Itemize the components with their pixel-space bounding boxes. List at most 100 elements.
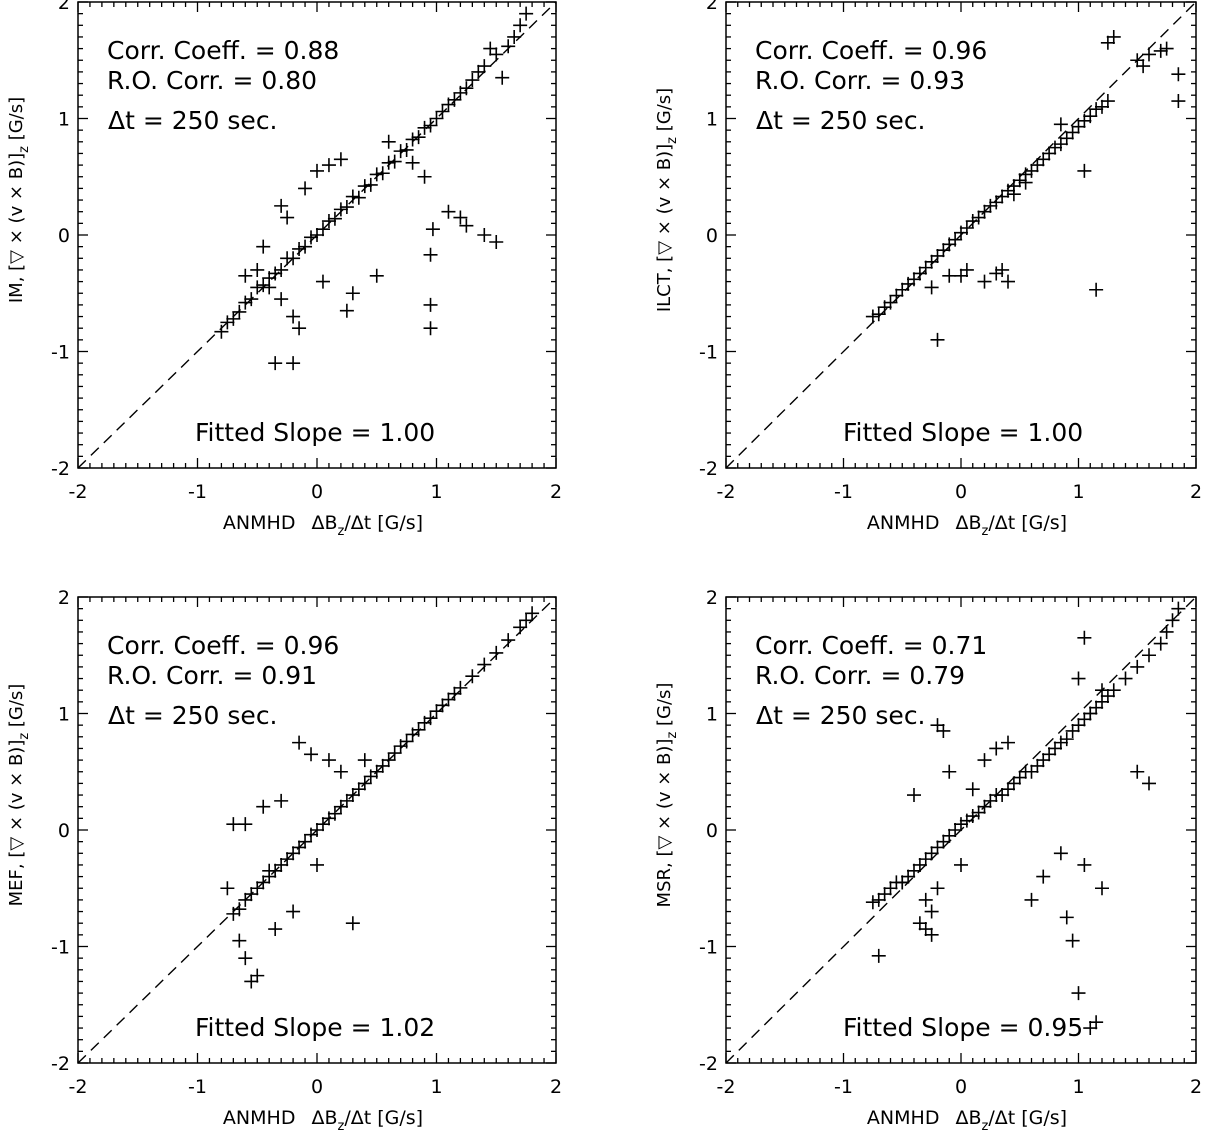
data-point [351, 782, 366, 797]
data-point [286, 309, 301, 324]
data-point [327, 211, 342, 226]
data-point [220, 881, 235, 896]
data-point [274, 793, 289, 808]
y-tick-label: -2 [51, 1053, 70, 1075]
data-point [280, 210, 295, 225]
data-point [369, 268, 384, 283]
data-point [1089, 282, 1104, 297]
data-point [286, 251, 301, 266]
x-tick-label: 2 [1190, 481, 1202, 503]
data-point [1059, 131, 1074, 146]
y-tick-label: 1 [706, 109, 718, 131]
data-point [995, 189, 1010, 204]
data-point [471, 64, 486, 79]
data-point [1018, 175, 1033, 190]
y-tick-label: 1 [58, 109, 70, 131]
data-point [977, 274, 992, 289]
y-tick-label: 0 [706, 225, 718, 247]
data-point [321, 158, 336, 173]
data-point [310, 228, 324, 242]
data-point [965, 809, 980, 824]
data-point [971, 805, 986, 820]
ro-corr-label: R.O. Corr. = 0.91 [107, 661, 317, 690]
data-point [1071, 119, 1086, 134]
x-tick-label: 1 [1072, 1076, 1084, 1098]
x-tick-label: -1 [188, 481, 207, 503]
data-point [1006, 187, 1021, 202]
data-point [912, 916, 927, 931]
data-point [286, 846, 301, 861]
x-tick-label: -2 [717, 481, 736, 503]
data-point [321, 753, 336, 768]
panel-msr: -2 -1 0 1 2 -2 -1 0 1 2 Corr. Coeff. = 0.71R.O. Co… [654, 587, 1202, 1130]
data-point [339, 303, 354, 318]
data-point [465, 73, 480, 88]
data-point [1024, 163, 1039, 178]
data-point [1077, 163, 1092, 178]
x-tick-label: -2 [69, 1076, 88, 1098]
data-point [435, 104, 450, 119]
data-point [930, 718, 945, 733]
y-tick-label: 2 [58, 0, 70, 14]
data-point [977, 204, 992, 219]
data-point [351, 190, 366, 205]
fitted-slope-label: Fitted Slope = 0.95 [843, 1013, 1083, 1042]
data-point [274, 857, 289, 872]
data-point [310, 163, 324, 178]
data-point [292, 321, 307, 336]
data-point [977, 753, 992, 768]
data-point [238, 951, 253, 966]
data-point [381, 155, 396, 170]
data-point [942, 268, 957, 283]
x-tick-label: -1 [834, 1076, 853, 1098]
y-tick-label: 1 [58, 704, 70, 726]
data-point [339, 793, 354, 808]
data-point [304, 230, 319, 245]
corr-coeff-label: Corr. Coeff. = 0.71 [755, 631, 987, 660]
data-point [930, 840, 945, 855]
data-point [1071, 986, 1086, 1001]
data-point [1036, 753, 1051, 768]
x-tick-label: 2 [550, 481, 562, 503]
data-point [871, 307, 886, 322]
data-point [345, 788, 360, 803]
x-axis-label: ANMHD ΔBz/Δt [G/s] [223, 1107, 423, 1130]
data-point [1142, 47, 1156, 62]
data-point [1118, 671, 1133, 686]
data-point [256, 875, 271, 890]
scatter-points [865, 29, 1186, 347]
scatter-points [214, 6, 534, 371]
data-point [441, 692, 456, 707]
y-tick-label: 1 [706, 704, 718, 726]
data-point [447, 92, 462, 107]
data-point [399, 142, 414, 157]
data-point [262, 863, 277, 878]
data-point [936, 243, 951, 258]
data-point [1153, 636, 1168, 651]
data-point [232, 902, 247, 917]
axis-ticks [77, 1, 557, 469]
data-point [1006, 776, 1021, 791]
axis-ticks [725, 596, 1197, 1064]
data-point [936, 834, 951, 849]
data-point [1053, 117, 1068, 132]
x-tick-label: -1 [188, 1076, 207, 1098]
data-point [507, 29, 522, 44]
data-point [381, 753, 396, 768]
data-point [1001, 782, 1015, 797]
data-point [930, 248, 945, 263]
data-point [954, 817, 968, 832]
data-point [1001, 274, 1015, 289]
data-point [375, 758, 390, 773]
data-point [1165, 613, 1180, 628]
data-point [977, 799, 992, 814]
data-point [519, 6, 534, 21]
data-point [1077, 857, 1092, 872]
data-point [1089, 1015, 1104, 1030]
data-point [447, 686, 462, 701]
data-point [429, 704, 444, 719]
data-point [989, 266, 1004, 281]
data-point [1095, 881, 1109, 896]
data-point [1012, 770, 1027, 785]
y-tick-label: 2 [58, 587, 70, 609]
